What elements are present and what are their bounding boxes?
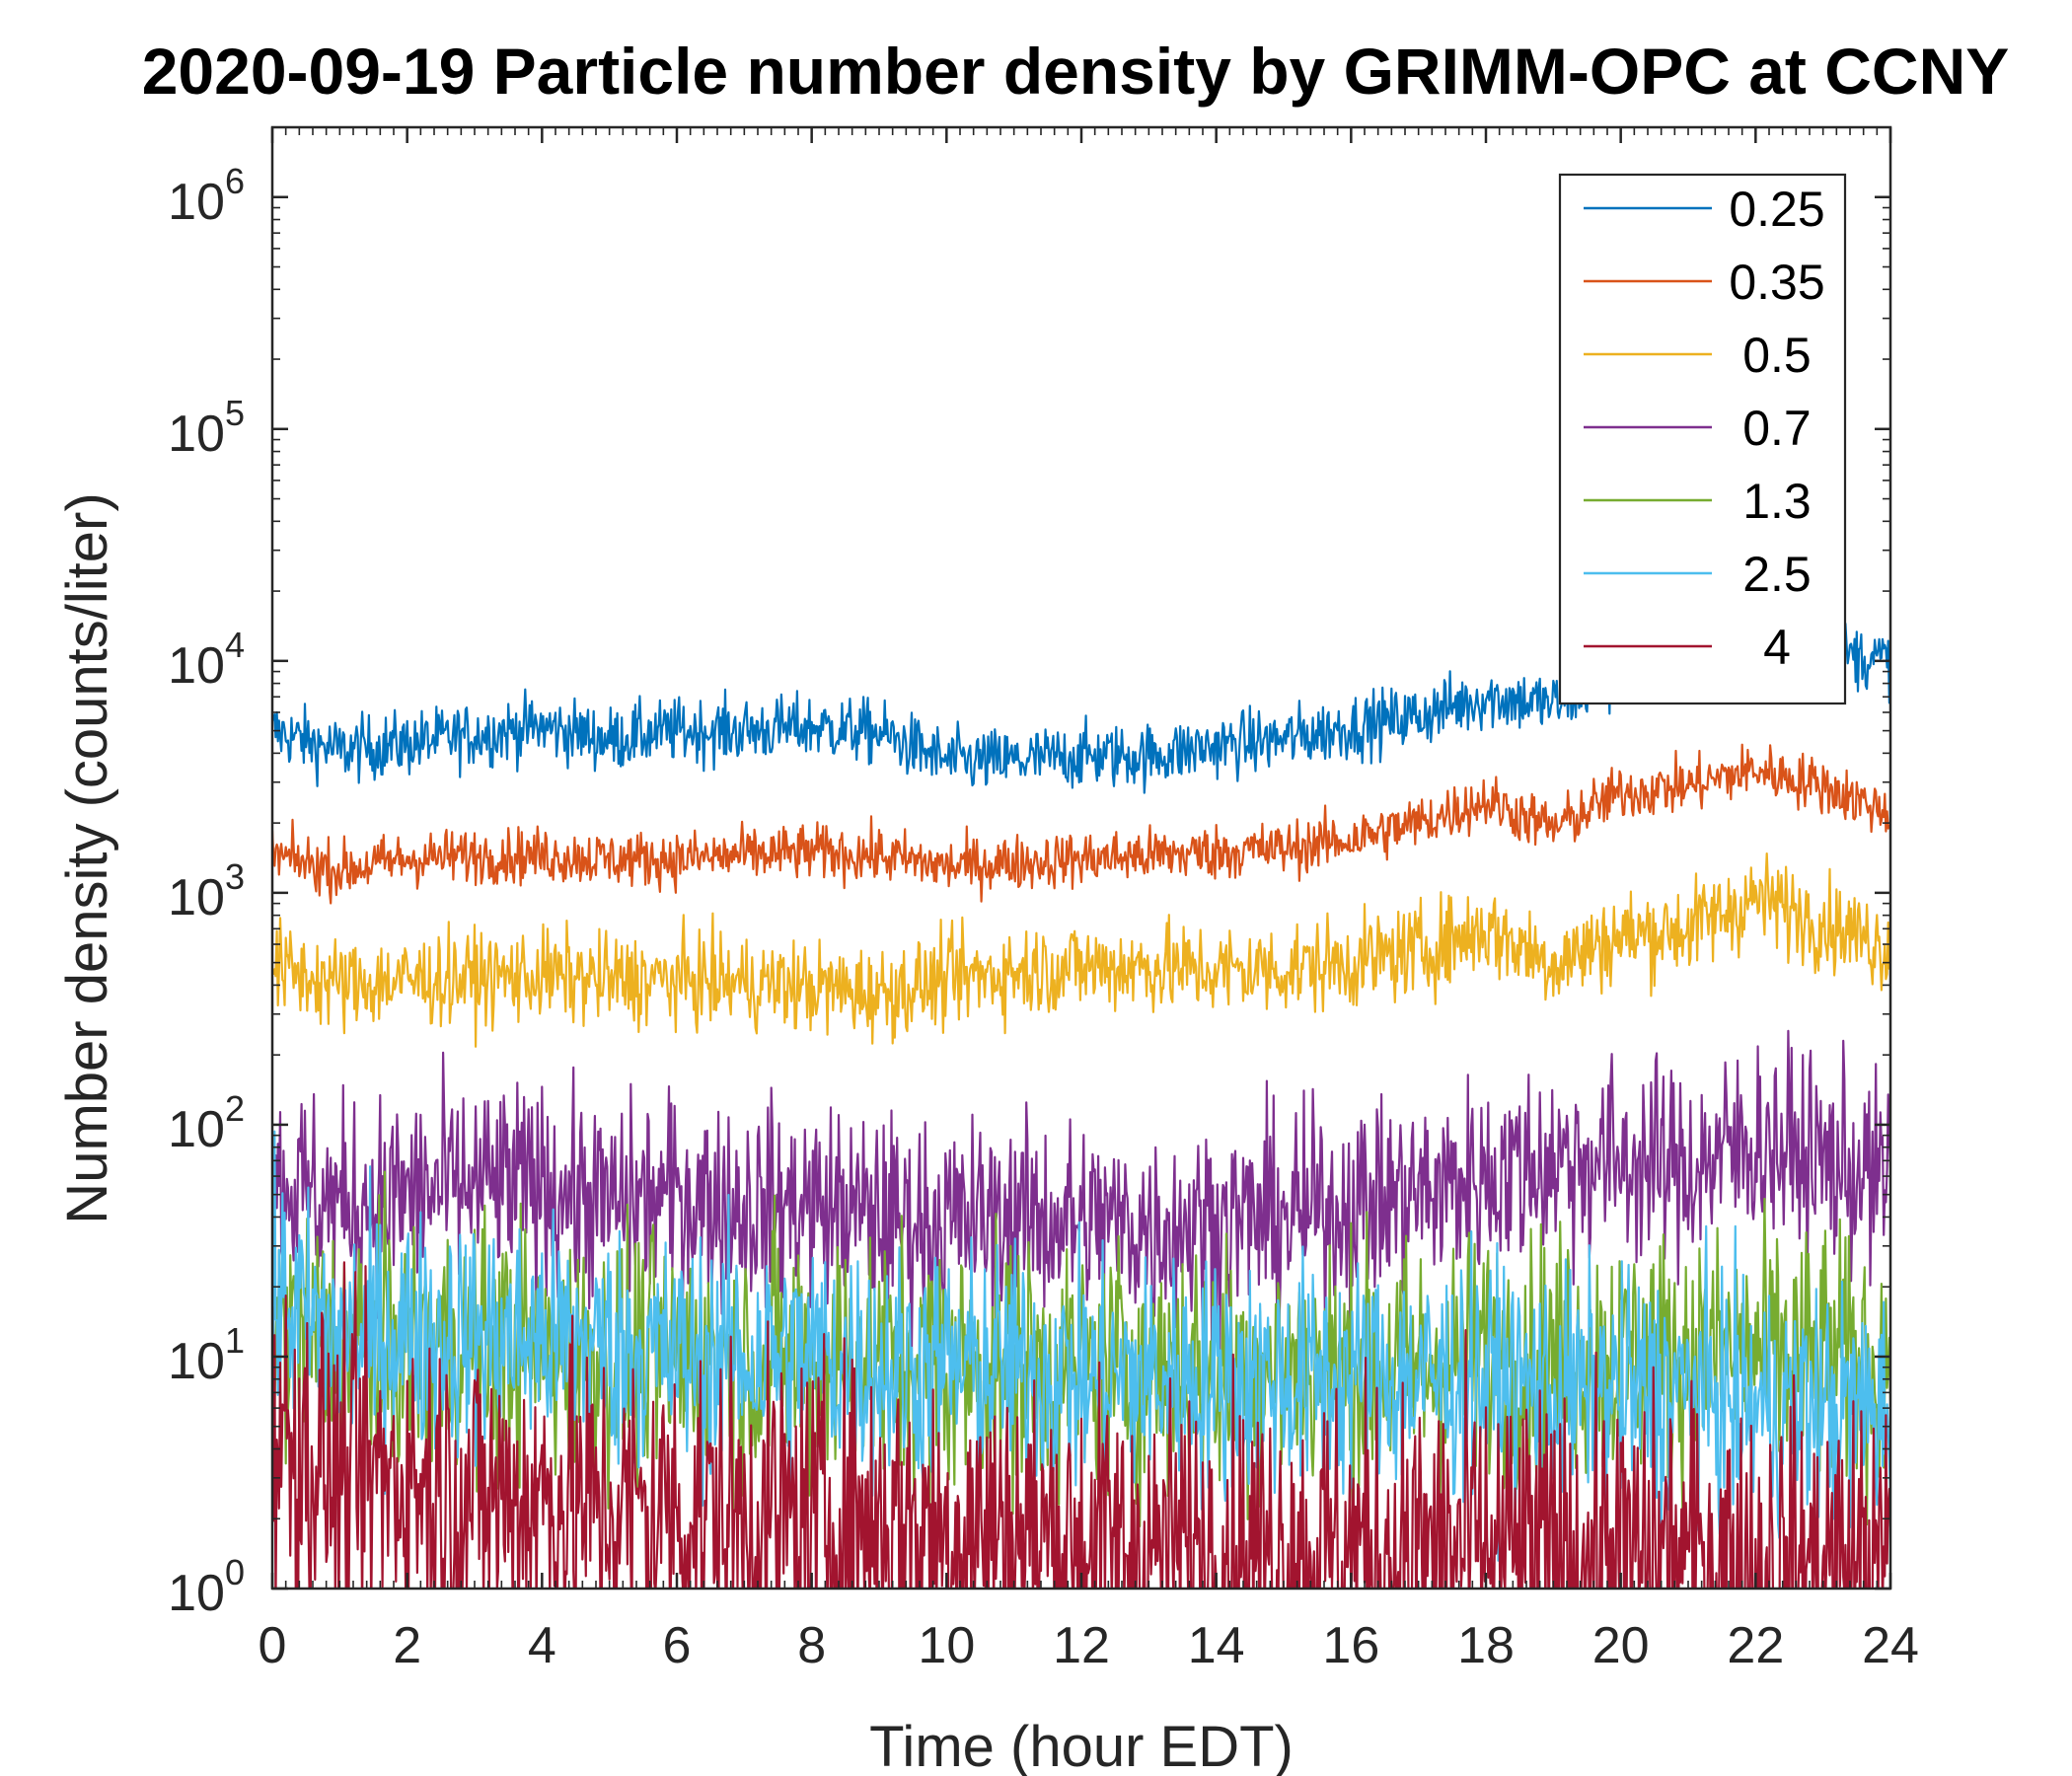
x-tick-label: 18 [1457, 1617, 1515, 1674]
y-tick-label: 106 [168, 161, 245, 231]
series-line-0-5 [272, 851, 1890, 1048]
y-tick-exponent: 6 [225, 161, 245, 201]
y-tick-label: 105 [168, 393, 245, 463]
x-tick-label: 14 [1188, 1617, 1245, 1674]
legend-label: 4 [1763, 620, 1791, 675]
y-tick-label: 103 [168, 856, 245, 926]
series-line-0-35 [272, 743, 1890, 905]
y-tick-label: 101 [168, 1320, 245, 1390]
y-tick-base: 10 [168, 1101, 225, 1158]
x-tick-label: 20 [1592, 1617, 1650, 1674]
x-tick-label: 16 [1322, 1617, 1379, 1674]
x-tick-label: 12 [1053, 1617, 1110, 1674]
y-tick-base: 10 [168, 1333, 225, 1390]
x-tick-label: 2 [393, 1617, 421, 1674]
y-tick-label: 102 [168, 1088, 245, 1158]
legend-label: 0.35 [1729, 255, 1824, 310]
x-tick-label: 10 [918, 1617, 975, 1674]
y-tick-label: 104 [168, 625, 245, 695]
x-tick-label: 24 [1862, 1617, 1919, 1674]
series-line-4 [272, 1261, 1890, 1589]
legend-label: 1.3 [1742, 474, 1812, 529]
x-axis-label: Time (hour EDT) [869, 1715, 1294, 1776]
legend: 0.25 0.35 0.5 0.7 1.3 2.5 4 [1558, 173, 1847, 705]
y-tick-base: 10 [168, 869, 225, 926]
y-tick-base: 10 [168, 406, 225, 463]
y-tick-exponent: 5 [225, 393, 245, 433]
y-tick-exponent: 0 [225, 1552, 245, 1592]
y-tick-base: 10 [168, 1565, 225, 1622]
chart-title: 2020-09-19 Particle number density by GR… [142, 35, 2010, 108]
x-tick-label: 22 [1727, 1617, 1784, 1674]
y-tick-exponent: 4 [225, 625, 245, 665]
legend-label: 2.5 [1742, 547, 1812, 602]
y-tick-base: 10 [168, 174, 225, 231]
legend-label: 0.5 [1742, 328, 1812, 383]
series-layer [272, 600, 1890, 1589]
x-tick-label: 0 [259, 1617, 287, 1674]
legend-label: 0.25 [1729, 182, 1824, 237]
y-tick-exponent: 3 [225, 856, 245, 897]
ticks-layer: 0 2 4 6 8 10 12 14 16 18 20 22 241001011021031041051… [168, 126, 1919, 1674]
series-line-0-7 [272, 1029, 1890, 1359]
y-tick-label: 100 [168, 1552, 245, 1622]
legend-box [1558, 173, 1847, 705]
x-tick-label: 8 [797, 1617, 826, 1674]
y-tick-exponent: 2 [225, 1088, 245, 1129]
y-tick-base: 10 [168, 637, 225, 695]
y-axis-label: Number density (counts/liter) [55, 492, 119, 1223]
legend-label: 0.7 [1742, 401, 1812, 456]
y-tick-exponent: 1 [225, 1320, 245, 1361]
x-tick-label: 4 [528, 1617, 556, 1674]
x-tick-label: 6 [663, 1617, 692, 1674]
